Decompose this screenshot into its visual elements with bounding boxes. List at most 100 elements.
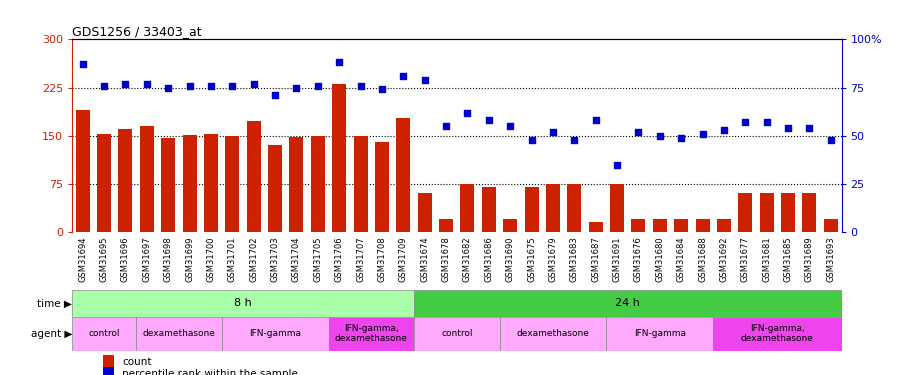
Point: [289, 84, 303, 90]
Bar: [414, 290, 842, 316]
Text: GSM31681: GSM31681: [762, 237, 771, 282]
Text: GSM31709: GSM31709: [399, 237, 408, 282]
Bar: [482, 187, 496, 232]
Point: [760, 119, 774, 125]
Point: [738, 119, 752, 125]
Text: GSM31695: GSM31695: [100, 237, 109, 282]
Bar: [396, 118, 410, 232]
Text: GSM31701: GSM31701: [228, 237, 237, 282]
Point: [161, 84, 176, 90]
Text: GSM31679: GSM31679: [548, 237, 557, 282]
Text: GSM31686: GSM31686: [484, 237, 493, 282]
Point: [824, 136, 838, 142]
Bar: [439, 219, 453, 232]
Text: 24 h: 24 h: [616, 298, 640, 309]
Bar: [221, 316, 328, 351]
Bar: [140, 126, 154, 232]
Point: [118, 81, 132, 87]
Text: control: control: [88, 329, 120, 338]
Point: [482, 117, 496, 123]
Text: GDS1256 / 33403_at: GDS1256 / 33403_at: [72, 25, 202, 38]
Text: GSM31694: GSM31694: [78, 237, 87, 282]
Text: GSM31699: GSM31699: [185, 237, 194, 282]
Point: [354, 82, 368, 88]
Text: GSM31704: GSM31704: [292, 237, 301, 282]
Point: [247, 81, 261, 87]
Text: GSM31674: GSM31674: [420, 237, 429, 282]
Bar: [103, 367, 114, 375]
Bar: [461, 184, 474, 232]
Text: agent ▶: agent ▶: [31, 329, 72, 339]
Text: GSM31706: GSM31706: [335, 237, 344, 282]
Point: [225, 82, 239, 88]
Bar: [354, 136, 367, 232]
Text: GSM31678: GSM31678: [442, 237, 451, 282]
Bar: [632, 219, 645, 232]
Bar: [97, 134, 111, 232]
Text: GSM31690: GSM31690: [506, 237, 515, 282]
Bar: [696, 219, 709, 232]
Text: GSM31700: GSM31700: [206, 237, 215, 282]
Text: time ▶: time ▶: [37, 298, 72, 309]
Point: [374, 87, 389, 93]
Text: GSM31707: GSM31707: [356, 237, 365, 282]
Bar: [803, 194, 816, 232]
Text: IFN-gamma,
dexamethasone: IFN-gamma, dexamethasone: [335, 324, 408, 344]
Bar: [418, 194, 432, 232]
Bar: [72, 316, 136, 351]
Bar: [717, 219, 731, 232]
Text: count: count: [122, 357, 151, 367]
Bar: [610, 184, 624, 232]
Point: [268, 92, 283, 98]
Text: GSM31683: GSM31683: [570, 237, 579, 282]
Point: [396, 73, 410, 79]
Bar: [674, 219, 688, 232]
Bar: [72, 290, 414, 316]
Point: [310, 82, 325, 88]
Bar: [328, 316, 414, 351]
Text: GSM31675: GSM31675: [527, 237, 536, 282]
Bar: [268, 145, 282, 232]
Point: [567, 136, 581, 142]
Text: GSM31696: GSM31696: [121, 237, 130, 282]
Text: control: control: [441, 329, 472, 338]
Point: [525, 136, 539, 142]
Bar: [332, 84, 347, 232]
Point: [140, 81, 154, 87]
Text: dexamethasone: dexamethasone: [517, 329, 590, 338]
Bar: [546, 184, 560, 232]
Text: GSM31684: GSM31684: [677, 237, 686, 282]
Text: GSM31691: GSM31691: [613, 237, 622, 282]
Text: GSM31689: GSM31689: [805, 237, 814, 282]
Bar: [103, 354, 114, 368]
Text: GSM31703: GSM31703: [271, 237, 280, 282]
Text: GSM31693: GSM31693: [826, 237, 835, 282]
Text: GSM31698: GSM31698: [164, 237, 173, 282]
Text: GSM31688: GSM31688: [698, 237, 707, 282]
Bar: [760, 194, 774, 232]
Bar: [76, 110, 90, 232]
Text: GSM31680: GSM31680: [655, 237, 664, 282]
Point: [76, 62, 90, 68]
Text: GSM31705: GSM31705: [313, 237, 322, 282]
Bar: [589, 222, 603, 232]
Bar: [652, 219, 667, 232]
Text: IFN-gamma,
dexamethasone: IFN-gamma, dexamethasone: [741, 324, 814, 344]
Bar: [824, 219, 838, 232]
Point: [589, 117, 603, 123]
Text: GSM31685: GSM31685: [784, 237, 793, 282]
Text: 8 h: 8 h: [234, 298, 252, 309]
Point: [696, 131, 710, 137]
Point: [781, 125, 796, 131]
Text: GSM31692: GSM31692: [719, 237, 728, 282]
Bar: [119, 129, 132, 232]
Bar: [567, 184, 581, 232]
Text: IFN-gamma: IFN-gamma: [249, 329, 302, 338]
Point: [610, 162, 625, 168]
Text: GSM31677: GSM31677: [741, 237, 750, 282]
Point: [652, 133, 667, 139]
Text: GSM31708: GSM31708: [377, 237, 386, 282]
Bar: [500, 316, 607, 351]
Point: [183, 82, 197, 88]
Bar: [247, 121, 261, 232]
